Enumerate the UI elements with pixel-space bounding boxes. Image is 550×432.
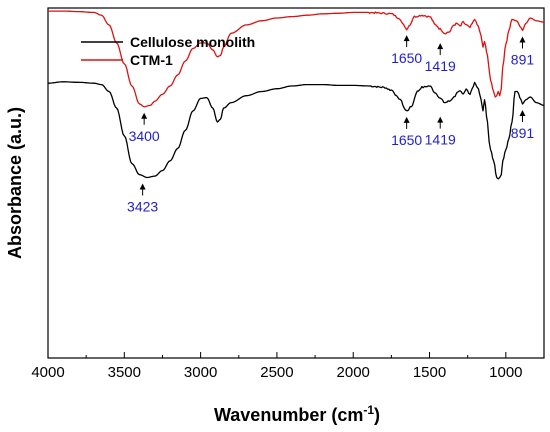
- peak-annotation: 3423: [127, 183, 158, 214]
- annotation-arrow-head: [139, 183, 146, 190]
- x-tick-label: 4000: [31, 364, 64, 381]
- peak-annotation: 891: [511, 36, 535, 67]
- x-tick-label: 2000: [337, 364, 370, 381]
- x-axis-ticks: 4000 3500 3000 2500 2000 1500 1000: [31, 352, 523, 381]
- peak-annotation: 891: [511, 109, 535, 141]
- x-tick-label: 3000: [184, 364, 217, 381]
- peak-label: 891: [511, 125, 535, 141]
- peak-label: 891: [511, 51, 535, 67]
- peak-label: 1419: [425, 58, 456, 74]
- annotation-arrow-head: [519, 109, 526, 116]
- annotation-arrow-head: [403, 116, 410, 123]
- series-line-cellulose: [48, 81, 545, 180]
- annotation-arrow-head: [403, 35, 410, 42]
- annotation-arrow-head: [437, 116, 444, 123]
- annotation-arrow-head: [519, 36, 526, 43]
- y-axis-title: Absorbance (a.u.): [5, 107, 25, 259]
- peak-annotation: 1650: [391, 35, 422, 66]
- peak-annotation: 1650: [391, 116, 422, 148]
- series-layer: [48, 10, 545, 180]
- x-axis-title: Wavenumber (cm-1): [214, 403, 380, 425]
- annotation-arrow-head: [437, 43, 444, 50]
- x-tick-label: 1500: [413, 364, 446, 381]
- peak-label: 1650: [391, 132, 422, 148]
- peak-annotation: 1419: [425, 43, 456, 74]
- legend-label-cellulose: Cellulose monolith: [130, 34, 255, 50]
- x-tick-label: 3500: [108, 364, 141, 381]
- peak-annotation: 3400: [129, 112, 160, 144]
- peak-label: 3400: [129, 128, 160, 144]
- peak-annotation: 1419: [425, 116, 456, 148]
- peak-label: 1419: [425, 132, 456, 148]
- peak-label: 1650: [391, 50, 422, 66]
- x-tick-label: 1000: [489, 364, 522, 381]
- annotation-arrow-head: [141, 112, 148, 119]
- plot-frame: [47, 7, 545, 359]
- legend-label-ctm1: CTM-1: [130, 52, 173, 68]
- peak-label: 3423: [127, 198, 158, 214]
- legend: Cellulose monolith CTM-1: [81, 34, 255, 68]
- x-tick-label: 2500: [260, 364, 293, 381]
- series-line-ctm1: [48, 10, 544, 108]
